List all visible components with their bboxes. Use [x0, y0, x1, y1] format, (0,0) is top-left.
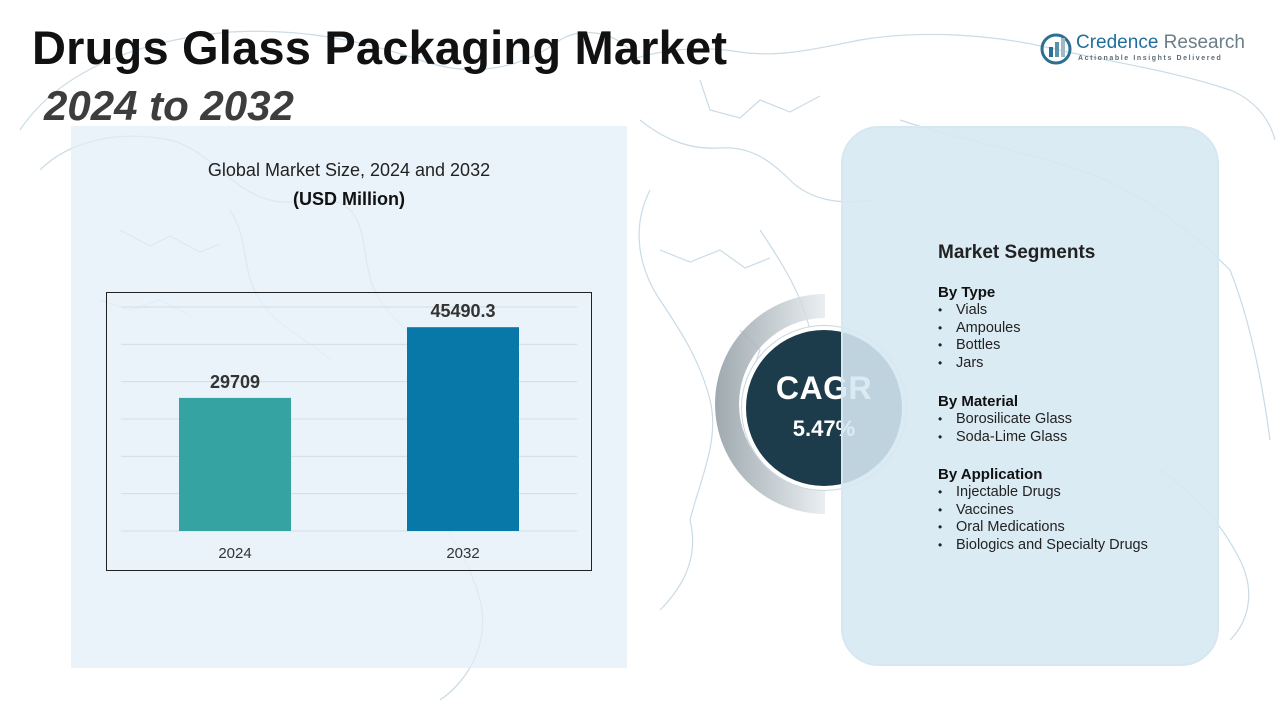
- bar-2032: [407, 327, 519, 531]
- segment-group-title: By Application: [938, 466, 1043, 483]
- page-title: Drugs Glass Packaging Market: [32, 21, 728, 74]
- cagr-ring-decoration: [715, 294, 825, 514]
- segment-list: Vials Ampoules Bottles Jars: [938, 302, 1020, 372]
- x-tick-label: 2032: [446, 545, 479, 562]
- x-tick-label: 2024: [218, 545, 251, 562]
- segment-item: Biologics and Specialty Drugs: [938, 537, 1148, 555]
- chart-unit: (USD Million): [293, 189, 405, 209]
- bar-value-label: 29709: [210, 372, 260, 392]
- segment-group-application: By Application Injectable Drugs Vaccines…: [938, 466, 1148, 554]
- brand-logo[interactable]: Credence Research Actionable Insights De…: [1040, 30, 1254, 70]
- brand-name-part2: Research: [1158, 32, 1245, 53]
- segment-item: Vials: [938, 302, 1020, 320]
- chart-title: Global Market Size, 2024 and 2032: [207, 160, 491, 180]
- segment-item: Oral Medications: [938, 519, 1148, 537]
- page-subtitle: 2024 to 2032: [44, 82, 294, 129]
- segment-group-title: By Type: [938, 284, 996, 301]
- segment-list: Borosilicate Glass Soda-Lime Glass: [938, 411, 1072, 446]
- segment-item: Ampoules: [938, 320, 1020, 338]
- bar-chart: 29709 2024 45490.3 2032: [106, 292, 592, 571]
- brand-name: Credence Research: [1076, 32, 1245, 54]
- bar-chart-svg: 29709 2024 45490.3 2032: [121, 301, 577, 562]
- segment-group-type: By Type Vials Ampoules Bottles Jars: [938, 284, 1020, 372]
- segment-item: Borosilicate Glass: [938, 411, 1072, 429]
- market-segments-panel: Market Segments By Type Vials Ampoules B…: [841, 126, 1219, 666]
- brand-name-part1: Credence: [1076, 32, 1159, 53]
- segment-item: Bottles: [938, 337, 1020, 355]
- segment-item: Soda-Lime Glass: [938, 429, 1072, 447]
- segment-group-title: By Material: [938, 393, 1019, 410]
- segments-heading: Market Segments: [938, 242, 1096, 263]
- brand-tagline: Actionable Insights Delivered: [1078, 55, 1223, 62]
- segment-list: Injectable Drugs Vaccines Oral Medicatio…: [938, 484, 1148, 554]
- bar-value-label: 45490.3: [430, 301, 495, 321]
- segment-item: Vaccines: [938, 502, 1148, 520]
- segment-item: Jars: [938, 355, 1020, 373]
- brand-logo-icon: [1040, 33, 1072, 65]
- segment-item: Injectable Drugs: [938, 484, 1148, 502]
- bar-2024: [179, 397, 291, 531]
- segment-group-material: By Material Borosilicate Glass Soda-Lime…: [938, 393, 1072, 446]
